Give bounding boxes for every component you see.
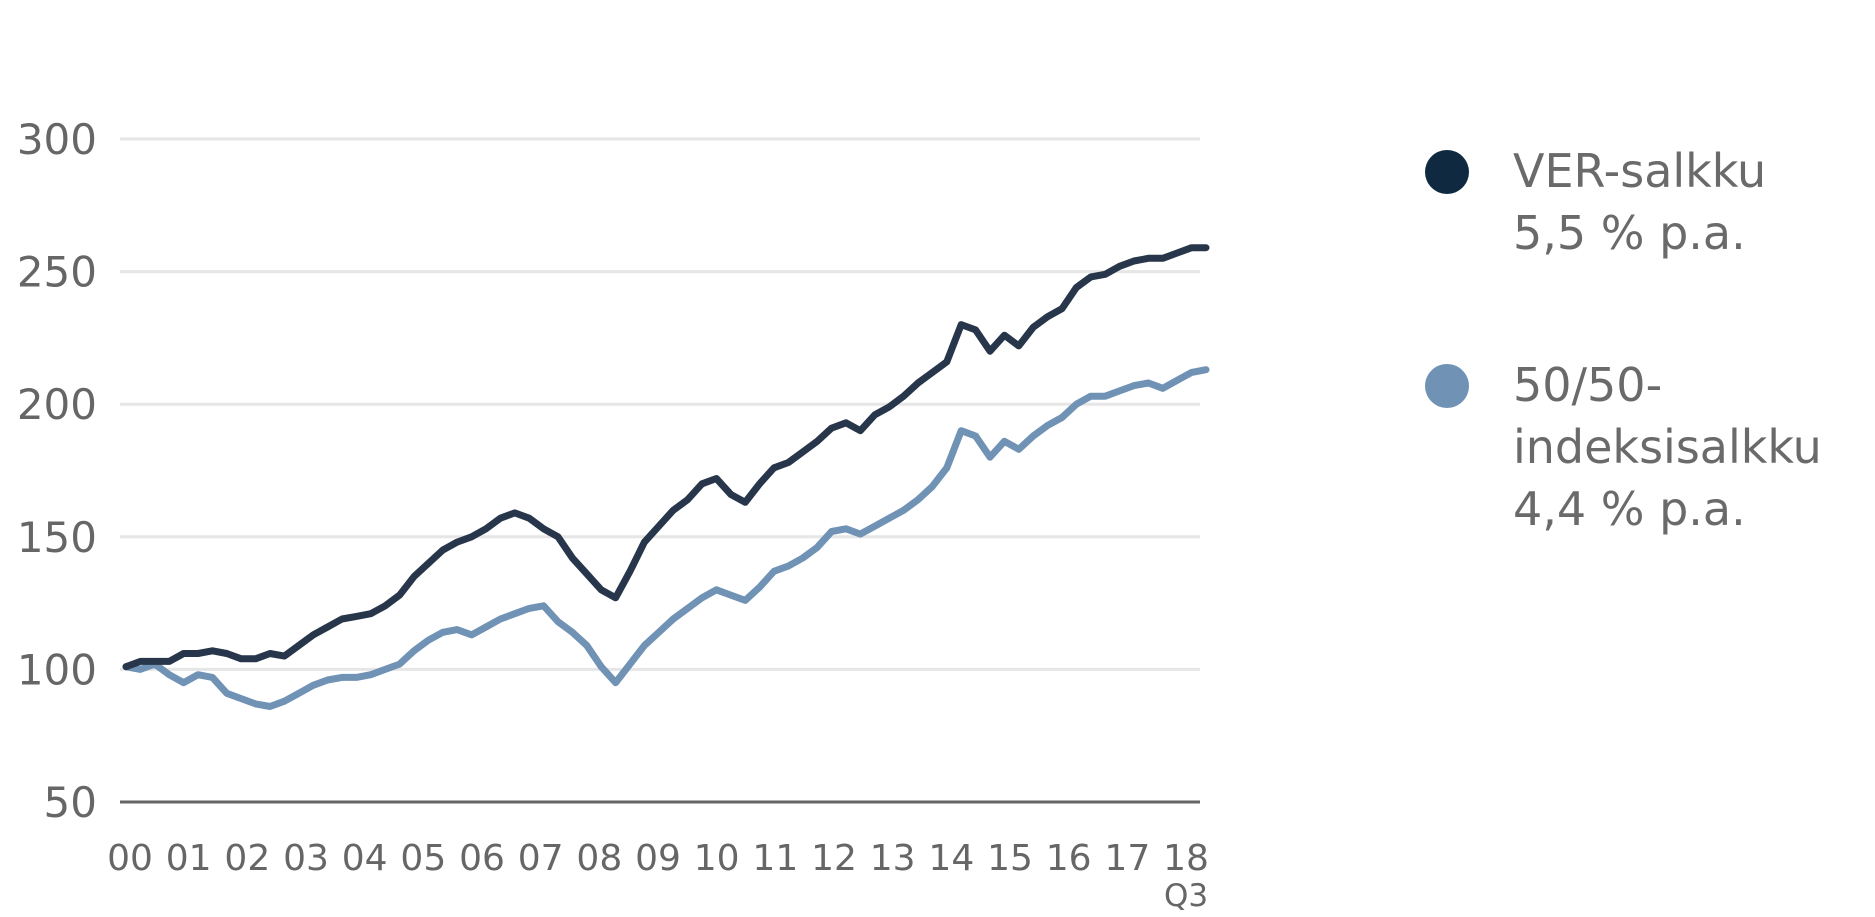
legend-stat-ver-salkku: 5,5 % p.a. [1513,206,1746,260]
x-tick-label: 10 [694,838,740,879]
x-tick-label: 04 [342,838,388,879]
x-tick-label: 07 [518,838,564,879]
x-tick-label: 09 [635,838,681,879]
x-tick-label: 00 [107,838,153,879]
legend: VER-salkku 5,5 % p.a. 50/50- indeksisalk… [1425,140,1865,630]
x-tick-label: 03 [283,838,329,879]
legend-label-indeksisalkku-line1: 50/50- [1513,358,1663,412]
gridlines [120,137,1200,804]
y-axis-tick-labels: 50 100 150 200 250 300 [17,115,97,827]
y-tick-label: 250 [17,248,97,297]
x-tick-label: 02 [224,838,270,879]
x-tick-label: 17 [1104,838,1150,879]
series-line-ver-salkku [122,244,1210,671]
x-tick-sublabel: Q3 [1164,878,1208,914]
x-tick-label: 15 [987,838,1033,879]
y-tick-label: 300 [17,115,97,164]
x-tick-label: 18 [1163,838,1209,879]
x-tick-label: 01 [166,838,212,879]
x-tick-label: 12 [811,838,857,879]
legend-dot-icon [1425,150,1469,194]
legend-label-indeksisalkku-line2: indeksisalkku [1513,420,1822,474]
x-tick-label: 08 [576,838,622,879]
series-lines [122,244,1210,710]
x-tick-label: 16 [1046,838,1092,879]
legend-dot-icon [1425,364,1469,408]
legend-stat-indeksisalkku: 4,4 % p.a. [1513,482,1746,536]
legend-label-ver-salkku: VER-salkku [1513,144,1767,198]
x-tick-label: 11 [752,838,798,879]
y-tick-label: 200 [17,380,97,429]
legend-item-ver-salkku: VER-salkku 5,5 % p.a. [1425,140,1865,264]
series-line-indeksisalkku [122,366,1210,710]
y-tick-label: 100 [17,645,97,694]
x-tick-label: 06 [459,838,505,879]
x-tick-label: 05 [400,838,446,879]
x-tick-label: 14 [928,838,974,879]
legend-item-indeksisalkku: 50/50- indeksisalkku 4,4 % p.a. [1425,354,1865,540]
x-tick-label: 13 [870,838,916,879]
y-tick-label: 150 [17,513,97,562]
y-tick-label: 50 [44,778,97,827]
